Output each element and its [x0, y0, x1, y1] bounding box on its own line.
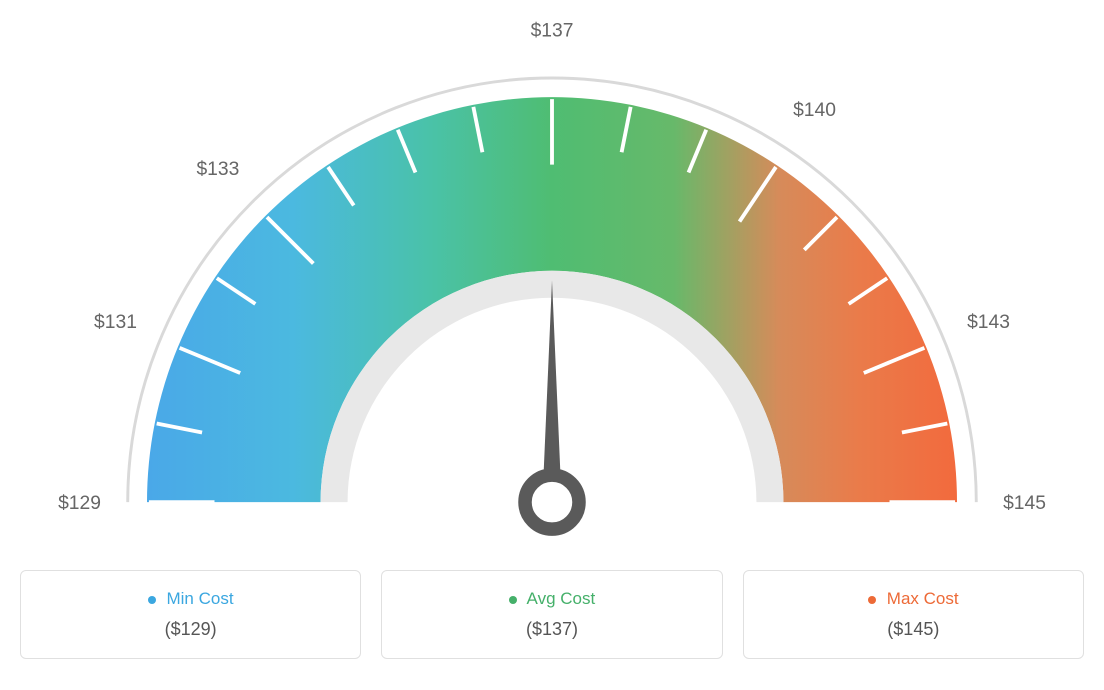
svg-text:$140: $140: [793, 100, 836, 121]
svg-text:$145: $145: [1003, 493, 1046, 514]
max-cost-label: Max Cost: [764, 589, 1063, 609]
min-dot-icon: [148, 596, 156, 604]
cost-summary-cards: Min Cost ($129) Avg Cost ($137) Max Cost…: [20, 570, 1084, 659]
svg-text:$129: $129: [58, 493, 101, 514]
avg-cost-value: ($137): [402, 619, 701, 640]
min-cost-card: Min Cost ($129): [20, 570, 361, 659]
cost-gauge: $129 $131 $133 $137 $140 $143 $145: [20, 20, 1084, 560]
min-cost-label: Min Cost: [41, 589, 340, 609]
avg-dot-icon: [509, 596, 517, 604]
max-cost-card: Max Cost ($145): [743, 570, 1084, 659]
max-label-text: Max Cost: [887, 589, 959, 608]
avg-cost-label: Avg Cost: [402, 589, 701, 609]
svg-text:$143: $143: [967, 312, 1010, 333]
min-label-text: Min Cost: [166, 589, 233, 608]
svg-text:$133: $133: [196, 159, 239, 180]
svg-text:$137: $137: [531, 20, 574, 41]
max-dot-icon: [868, 596, 876, 604]
avg-cost-card: Avg Cost ($137): [381, 570, 722, 659]
avg-label-text: Avg Cost: [527, 589, 596, 608]
svg-text:$131: $131: [94, 312, 137, 333]
min-cost-value: ($129): [41, 619, 340, 640]
max-cost-value: ($145): [764, 619, 1063, 640]
